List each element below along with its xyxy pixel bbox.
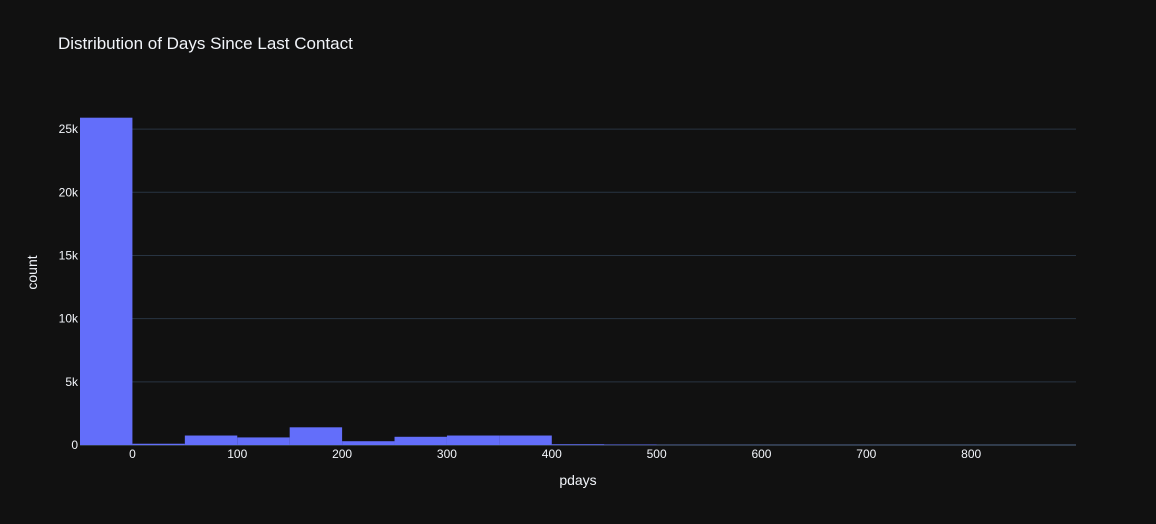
histogram-bar[interactable] (184, 435, 238, 445)
x-tick-label: 100 (227, 447, 247, 461)
x-axis-title: pdays (559, 472, 596, 488)
x-tick-label: 800 (961, 447, 981, 461)
x-tick-label: 300 (437, 447, 457, 461)
x-tick-label: 500 (647, 447, 667, 461)
y-tick-label: 15k (59, 248, 79, 262)
x-tick-label: 200 (332, 447, 352, 461)
x-tick-label: 0 (129, 447, 136, 461)
y-tick-label: 5k (65, 375, 79, 389)
y-tick-label: 25k (59, 122, 79, 136)
bars (80, 117, 1076, 445)
x-tick-label: 700 (856, 447, 876, 461)
histogram-bar[interactable] (394, 436, 447, 445)
histogram-bar[interactable] (289, 427, 343, 445)
y-tick-label: 0 (71, 438, 78, 452)
y-tick-label: 10k (59, 312, 79, 326)
histogram-bar[interactable] (551, 444, 605, 445)
histogram-bar[interactable] (80, 117, 133, 445)
y-axis-title: count (24, 255, 40, 289)
histogram-bar[interactable] (237, 437, 290, 445)
histogram-bar[interactable] (342, 441, 395, 445)
y-tick-labels: 0 5k 10k 15k 20k 25k (59, 122, 79, 452)
x-tick-label: 600 (751, 447, 771, 461)
x-tick-labels: 0 100 200 300 400 500 600 700 800 (129, 447, 981, 461)
grid-lines (80, 128, 1076, 446)
y-tick-label: 20k (59, 185, 79, 199)
histogram-bar[interactable] (499, 435, 552, 445)
histogram-bar[interactable] (446, 435, 500, 445)
histogram-bar[interactable] (604, 444, 657, 445)
chart-title: Distribution of Days Since Last Contact (58, 34, 353, 53)
x-tick-label: 400 (542, 447, 562, 461)
histogram-bar[interactable] (132, 443, 185, 445)
